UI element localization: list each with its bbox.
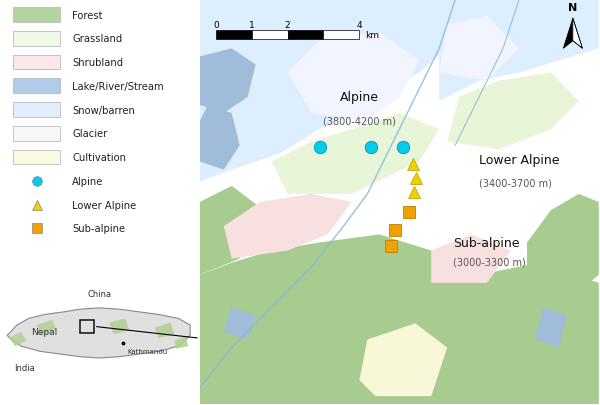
- Bar: [251, 31, 287, 40]
- Text: Shrubland: Shrubland: [72, 58, 123, 68]
- Text: Sub-alpine: Sub-alpine: [453, 237, 520, 249]
- Text: Lake/River/Stream: Lake/River/Stream: [72, 81, 164, 92]
- Polygon shape: [200, 49, 256, 114]
- Polygon shape: [563, 19, 573, 49]
- Polygon shape: [431, 235, 511, 283]
- Polygon shape: [439, 17, 519, 81]
- Text: Snow/barren: Snow/barren: [72, 105, 135, 115]
- Bar: [323, 31, 359, 40]
- Text: Alpine: Alpine: [72, 177, 103, 186]
- Text: Kathmandu: Kathmandu: [127, 349, 167, 354]
- Polygon shape: [7, 308, 190, 358]
- Bar: [13, 32, 60, 47]
- Text: Nepal: Nepal: [31, 327, 58, 336]
- Polygon shape: [439, 1, 599, 102]
- Polygon shape: [224, 307, 256, 340]
- Polygon shape: [200, 1, 447, 182]
- Bar: [13, 8, 60, 23]
- Polygon shape: [573, 19, 583, 49]
- Text: 0: 0: [213, 21, 218, 30]
- Polygon shape: [527, 194, 599, 291]
- Text: (3400-3700 m): (3400-3700 m): [479, 178, 552, 188]
- Polygon shape: [175, 336, 188, 349]
- Bar: [13, 150, 60, 165]
- Text: Sub-alpine: Sub-alpine: [72, 224, 125, 234]
- Text: 2: 2: [285, 21, 290, 30]
- Bar: [13, 127, 60, 141]
- Polygon shape: [9, 332, 27, 346]
- Text: Alpine: Alpine: [340, 91, 379, 104]
- Bar: [216, 31, 251, 40]
- Text: Glacier: Glacier: [72, 129, 107, 139]
- Polygon shape: [224, 194, 352, 259]
- Text: Cultivation: Cultivation: [72, 153, 126, 163]
- Polygon shape: [200, 106, 240, 170]
- Text: Forest: Forest: [72, 11, 103, 21]
- Text: Grassland: Grassland: [72, 34, 122, 44]
- Bar: [287, 31, 323, 40]
- Polygon shape: [287, 33, 419, 122]
- Polygon shape: [447, 73, 579, 150]
- Polygon shape: [155, 322, 175, 339]
- Bar: [13, 55, 60, 70]
- Polygon shape: [359, 324, 447, 396]
- Polygon shape: [109, 319, 129, 335]
- Text: 4: 4: [356, 21, 362, 30]
- Text: China: China: [88, 289, 112, 298]
- Text: Lower Alpine: Lower Alpine: [479, 153, 560, 166]
- Polygon shape: [200, 186, 263, 275]
- Bar: [80, 320, 94, 333]
- Bar: [13, 79, 60, 94]
- Text: 1: 1: [249, 21, 254, 30]
- Polygon shape: [272, 114, 439, 194]
- Polygon shape: [200, 235, 599, 404]
- Bar: [13, 103, 60, 117]
- Polygon shape: [37, 320, 56, 336]
- Text: N: N: [568, 3, 577, 13]
- Polygon shape: [535, 307, 567, 348]
- Text: (3800-4200 m): (3800-4200 m): [323, 116, 396, 126]
- Text: (3000-3300 m): (3000-3300 m): [453, 257, 526, 267]
- Text: Lower Alpine: Lower Alpine: [72, 200, 136, 210]
- FancyArrowPatch shape: [97, 327, 197, 338]
- Text: India: India: [14, 363, 35, 372]
- Text: km: km: [365, 31, 379, 40]
